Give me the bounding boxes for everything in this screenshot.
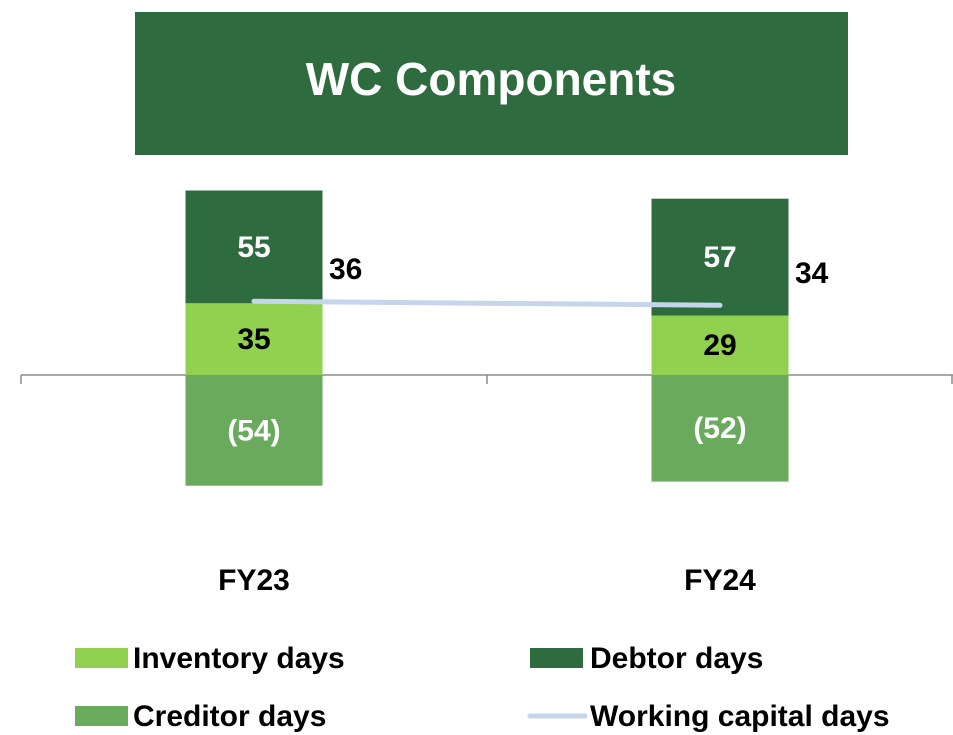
- legend-label: Working capital days: [590, 700, 890, 733]
- data-label: 29: [703, 329, 736, 362]
- x-tick-label: FY23: [218, 564, 290, 597]
- data-label: (52): [693, 412, 746, 445]
- line-series: [251, 298, 723, 308]
- x-tick-label: FY24: [684, 564, 756, 597]
- data-label: 35: [237, 323, 270, 356]
- bar-segment: [651, 375, 789, 482]
- legend-swatch: [75, 706, 128, 726]
- legend-label: Debtor days: [590, 642, 763, 675]
- legend-label: Inventory days: [133, 642, 345, 675]
- bar-segment: [185, 303, 323, 375]
- data-label: 55: [237, 231, 270, 264]
- bar-segment: [651, 198, 789, 316]
- line-label: 34: [795, 257, 829, 290]
- legend-swatch: [530, 648, 583, 668]
- chart-title: WC Components: [306, 53, 677, 105]
- legend-swatch: [75, 648, 128, 668]
- bar-segment: [185, 375, 323, 486]
- data-label: (54): [227, 414, 280, 447]
- line-label: 36: [329, 253, 362, 286]
- bar-segment: [185, 190, 323, 304]
- bar-segment: [651, 315, 789, 375]
- data-label: 57: [703, 241, 736, 274]
- title-box: [135, 12, 848, 155]
- legend-label: Creditor days: [133, 700, 326, 733]
